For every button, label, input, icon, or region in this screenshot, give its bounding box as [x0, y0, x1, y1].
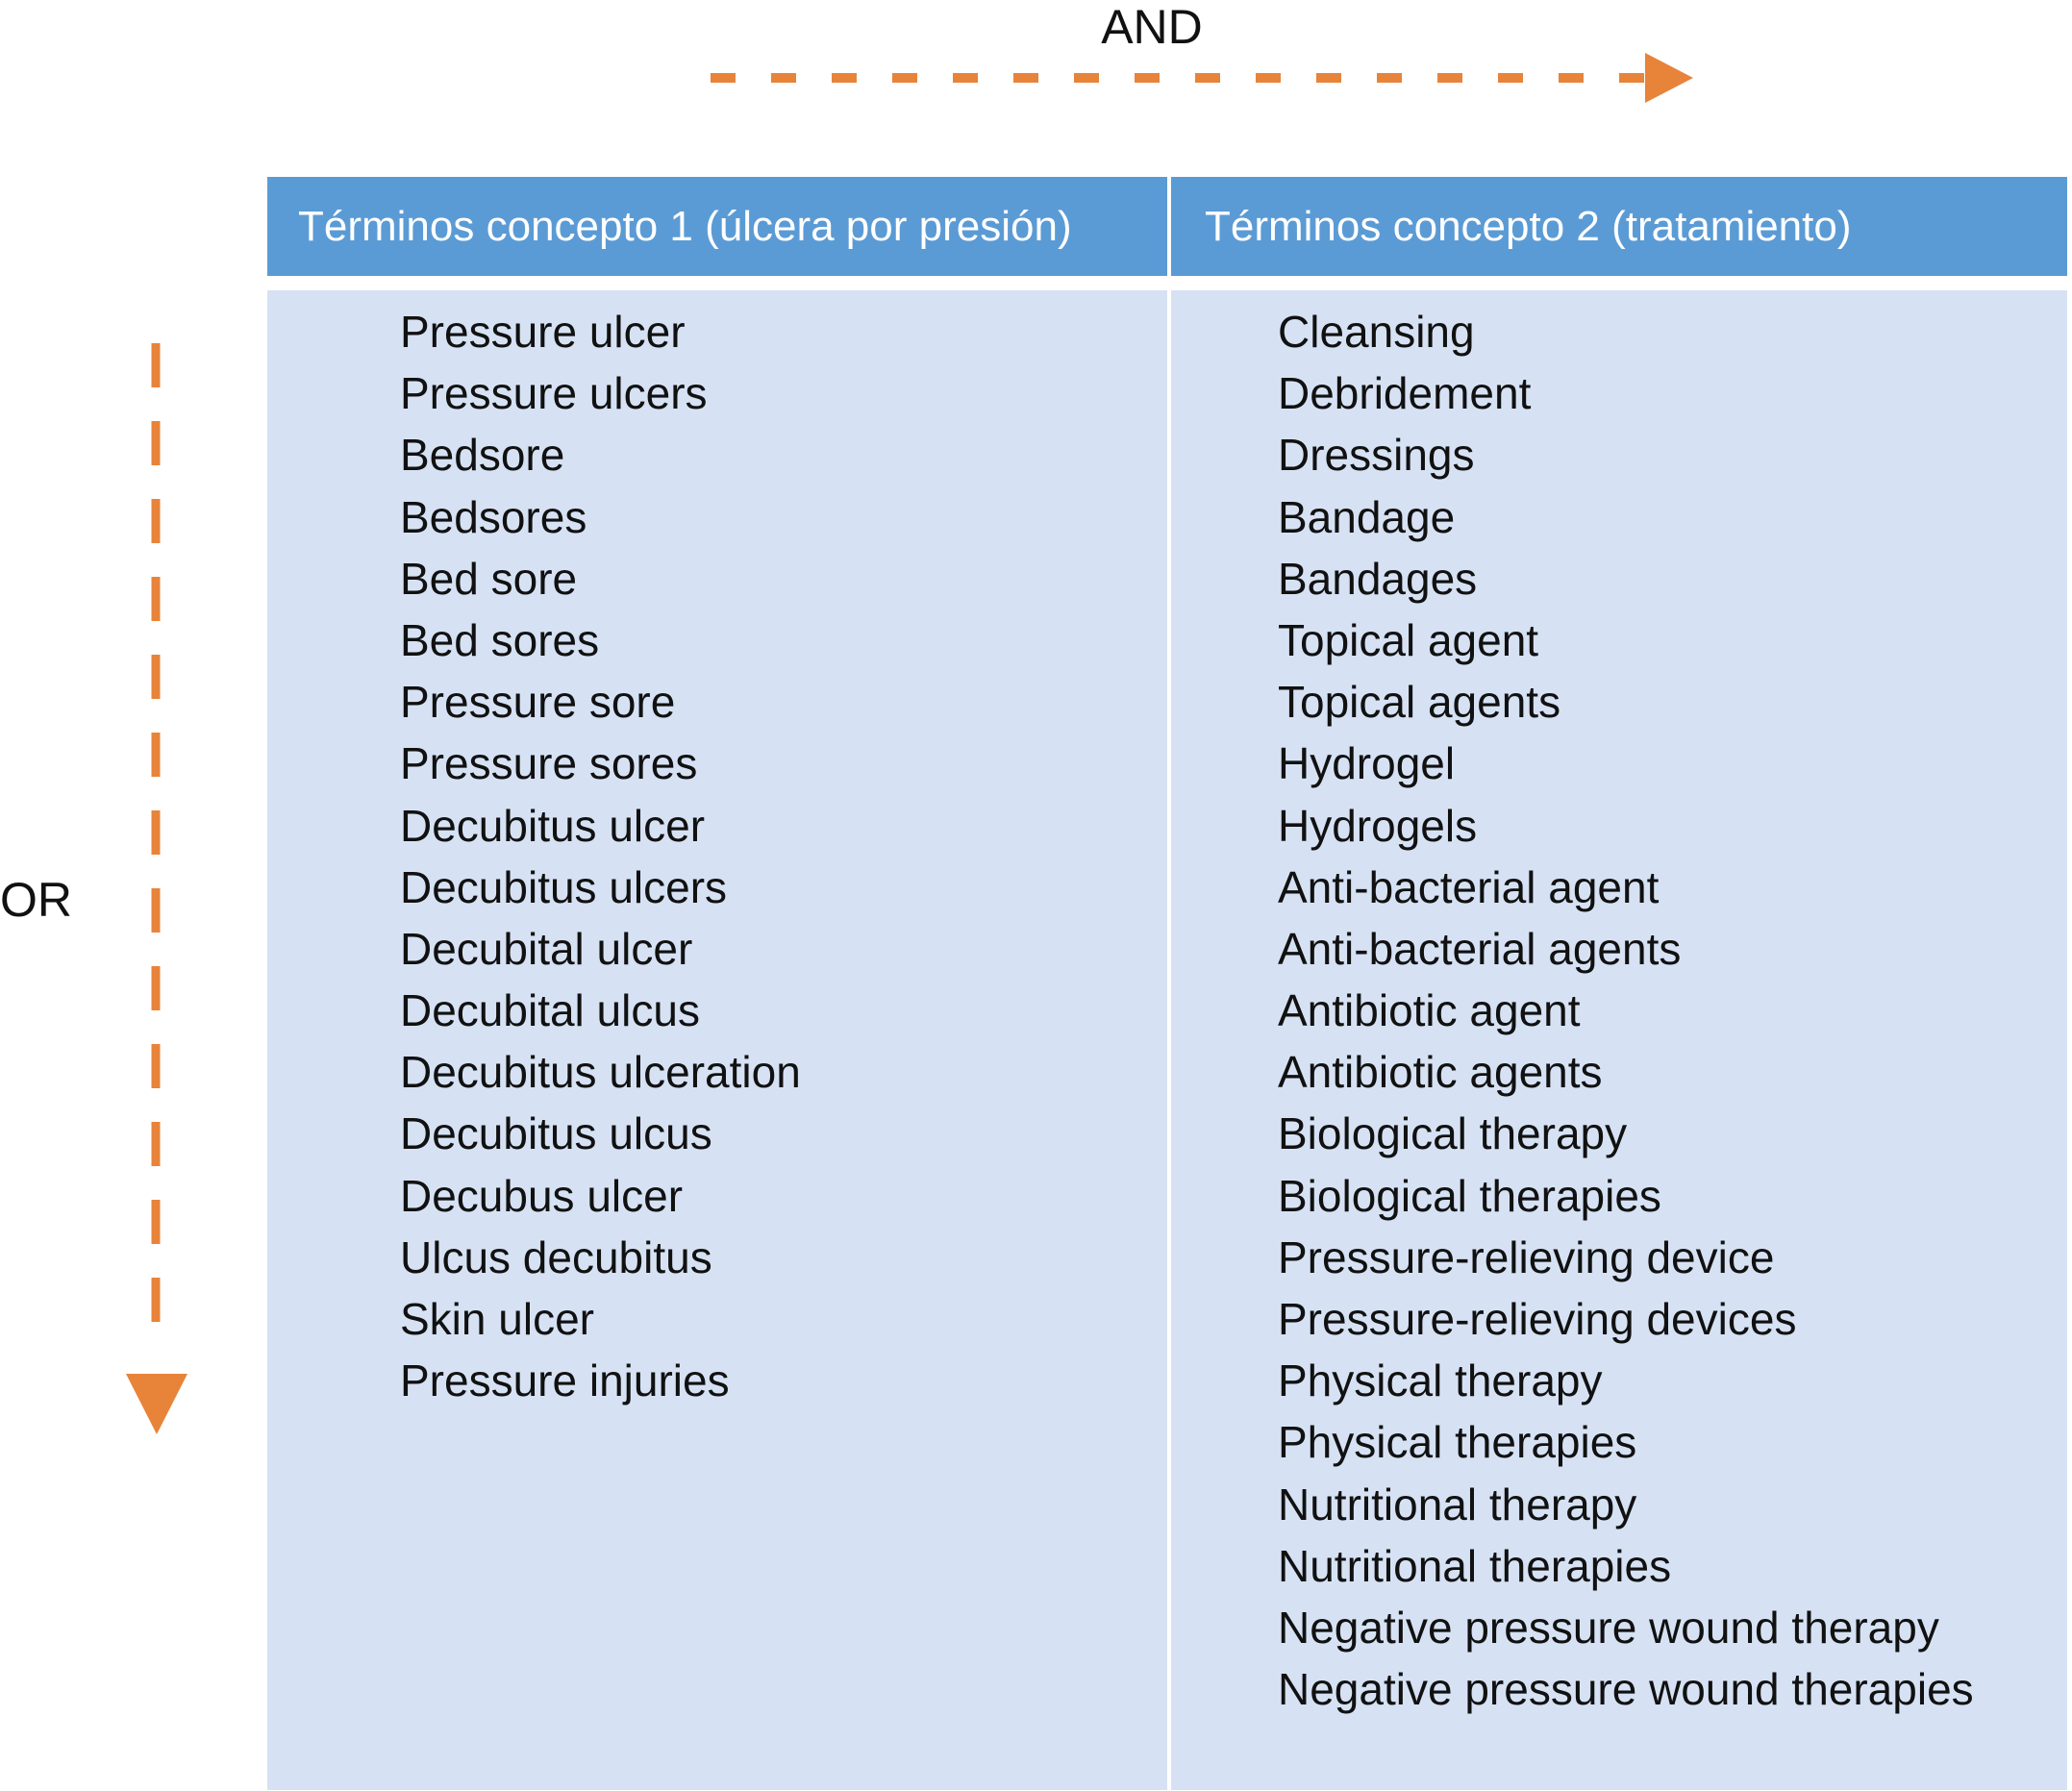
or-operator-label: OR — [0, 873, 72, 927]
term-item: Pressure ulcers — [400, 368, 708, 419]
concept-2-term-list: Cleansing Debridement Dressings Bandage Band… — [1278, 306, 1974, 1725]
term-item: Dressings — [1278, 430, 1475, 481]
term-item: Hydrogels — [1278, 800, 1478, 851]
column-header-concept-2: Términos concepto 2 (tratamiento) — [1171, 177, 2067, 276]
term-item: Cleansing — [1278, 307, 1475, 357]
term-item: Negative pressure wound therapy — [1278, 1602, 1939, 1653]
or-arrowhead-icon — [126, 1374, 187, 1434]
term-item: Pressure injuries — [400, 1356, 730, 1406]
term-item: Physical therapies — [1278, 1417, 1637, 1468]
and-operator-label: AND — [1101, 0, 1203, 54]
term-item: Topical agent — [1278, 614, 1539, 665]
term-item: Ulcus decubitus — [400, 1231, 712, 1282]
term-item: Antibiotic agent — [1278, 985, 1581, 1036]
term-item: Negative pressure wound therapies — [1278, 1664, 1974, 1715]
term-item: Pressure sores — [400, 738, 698, 789]
term-item: Pressure-relieving device — [1278, 1231, 1775, 1282]
term-item: Topical agents — [1278, 677, 1561, 728]
term-item: Pressure-relieving devices — [1278, 1294, 1797, 1344]
term-item: Bedsores — [400, 491, 587, 542]
term-item: Decubitus ulceration — [400, 1047, 801, 1098]
term-item: Decubitus ulcers — [400, 861, 728, 912]
term-item: Bed sores — [400, 614, 600, 665]
term-item: Pressure ulcer — [400, 307, 686, 357]
and-arrowhead-icon — [1645, 53, 1693, 103]
term-item: Decubitus ulcer — [400, 800, 706, 851]
column-header-concept-1: Términos concepto 1 (úlcera por presión) — [267, 177, 1167, 276]
term-item: Bed sore — [400, 553, 578, 604]
term-item: Decubus ulcer — [400, 1170, 684, 1221]
column-body-concept-2 — [1171, 290, 2067, 1790]
term-item: Physical therapy — [1278, 1356, 1603, 1406]
term-item: Anti-bacterial agent — [1278, 861, 1660, 912]
term-item: Nutritional therapy — [1278, 1479, 1637, 1530]
term-item: Decubital ulcer — [400, 923, 693, 974]
term-item: Bedsore — [400, 430, 565, 481]
term-item: Bandage — [1278, 491, 1456, 542]
term-item: Biological therapy — [1278, 1108, 1628, 1159]
term-item: Pressure sore — [400, 677, 676, 728]
term-item: Hydrogel — [1278, 738, 1456, 789]
term-item: Debridement — [1278, 368, 1532, 419]
term-item: Antibiotic agents — [1278, 1047, 1603, 1098]
concept-1-term-list: Pressure ulcer Pressure ulcers Bedsore Beds… — [400, 306, 801, 1416]
term-item: Bandages — [1278, 553, 1478, 604]
term-item: Skin ulcer — [400, 1294, 594, 1344]
term-item: Decubital ulcus — [400, 985, 700, 1036]
term-item: Biological therapies — [1278, 1170, 1661, 1221]
term-item: Anti-bacterial agents — [1278, 923, 1682, 974]
term-item: Decubitus ulcus — [400, 1108, 712, 1159]
term-item: Nutritional therapies — [1278, 1540, 1672, 1591]
column-body-concept-1 — [267, 290, 1167, 1790]
